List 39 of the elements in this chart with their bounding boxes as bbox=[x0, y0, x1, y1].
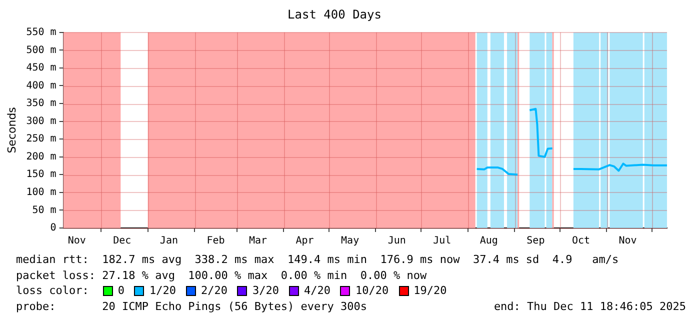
y-tick-label: 100 m bbox=[26, 187, 56, 198]
x-tick-label: Aug bbox=[480, 236, 498, 247]
x-tick-label: Nov bbox=[68, 236, 86, 247]
x-tick-label: Sep bbox=[526, 236, 545, 247]
y-tick-label: 450 m bbox=[26, 62, 56, 74]
text: packet loss: 27.18 % avg 100.00 % max 0.00 % min 0.00 % now bbox=[16, 268, 428, 283]
x-tick-label: Oct bbox=[572, 236, 590, 247]
text: median rtt: 182.7 ms avg 338.2 ms max 149.4 ms min 176.9 ms now 37.4 ms sd 4.9 am/s bbox=[16, 252, 620, 268]
x-tick-label: Feb bbox=[206, 236, 225, 247]
y-axis-title: Seconds bbox=[5, 106, 18, 154]
x-tick-label: Mar bbox=[248, 236, 268, 247]
legend-label: 19/20 bbox=[414, 283, 447, 298]
legend-label: 0 bbox=[118, 283, 124, 298]
legend-label: 3/20 bbox=[252, 283, 279, 298]
x-tick-label: May bbox=[341, 236, 360, 247]
chart-title: Last 400 Days bbox=[288, 7, 382, 22]
x-tick-label: Dec bbox=[113, 236, 132, 247]
legend-title: loss color: bbox=[16, 283, 89, 298]
text: probe: 20 ICMP Echo Pings (56 Bytes) every 300s bbox=[16, 298, 367, 314]
y-tick-label: 500 m bbox=[26, 44, 56, 56]
y-tick-label: 150 m bbox=[26, 169, 56, 180]
legend-label: 2/20 bbox=[200, 283, 228, 298]
x-tick-label: Jun bbox=[388, 236, 406, 247]
y-tick-label: 250 m bbox=[26, 134, 56, 145]
legend-label: 4/20 bbox=[304, 283, 330, 298]
y-tick-label: 550 m bbox=[26, 26, 56, 38]
y-tick-label: 0 bbox=[50, 222, 56, 234]
text: end: Thu Dec 11 18:46:05 2025 bbox=[494, 298, 686, 314]
y-tick-label: 200 m bbox=[26, 151, 56, 162]
y-tick-label: 350 m bbox=[26, 98, 56, 110]
x-tick-label: Nov bbox=[618, 236, 637, 247]
legend-label: 1/20 bbox=[149, 283, 176, 298]
x-tick-label: Apr bbox=[296, 236, 314, 247]
y-tick-label: 50 m bbox=[32, 204, 56, 216]
y-tick-label: 400 m bbox=[26, 80, 56, 92]
x-tick-label: Jul bbox=[433, 236, 452, 247]
legend-label: 10/20 bbox=[355, 283, 389, 298]
y-tick-label: 300 m bbox=[26, 116, 56, 127]
x-tick-label: Jan bbox=[160, 236, 178, 247]
